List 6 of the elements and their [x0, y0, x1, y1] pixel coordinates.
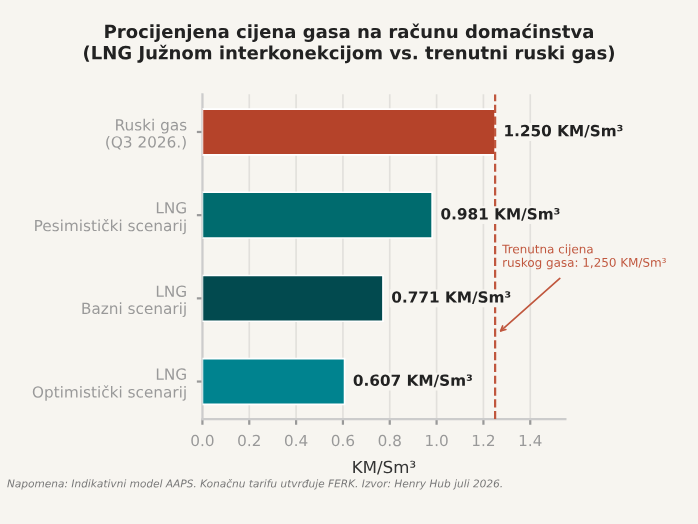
chart-title: Procijenjena cijena gasa na računu domaćinstva (LNG Južnom interkonekcijom vs. trenutni ruski gas) — [84, 23, 614, 64]
bar — [202, 191, 433, 239]
bar — [202, 357, 346, 406]
bar — [202, 108, 496, 156]
bar — [202, 274, 384, 323]
x-axis-title: KM/Sm³ — [353, 460, 416, 475]
